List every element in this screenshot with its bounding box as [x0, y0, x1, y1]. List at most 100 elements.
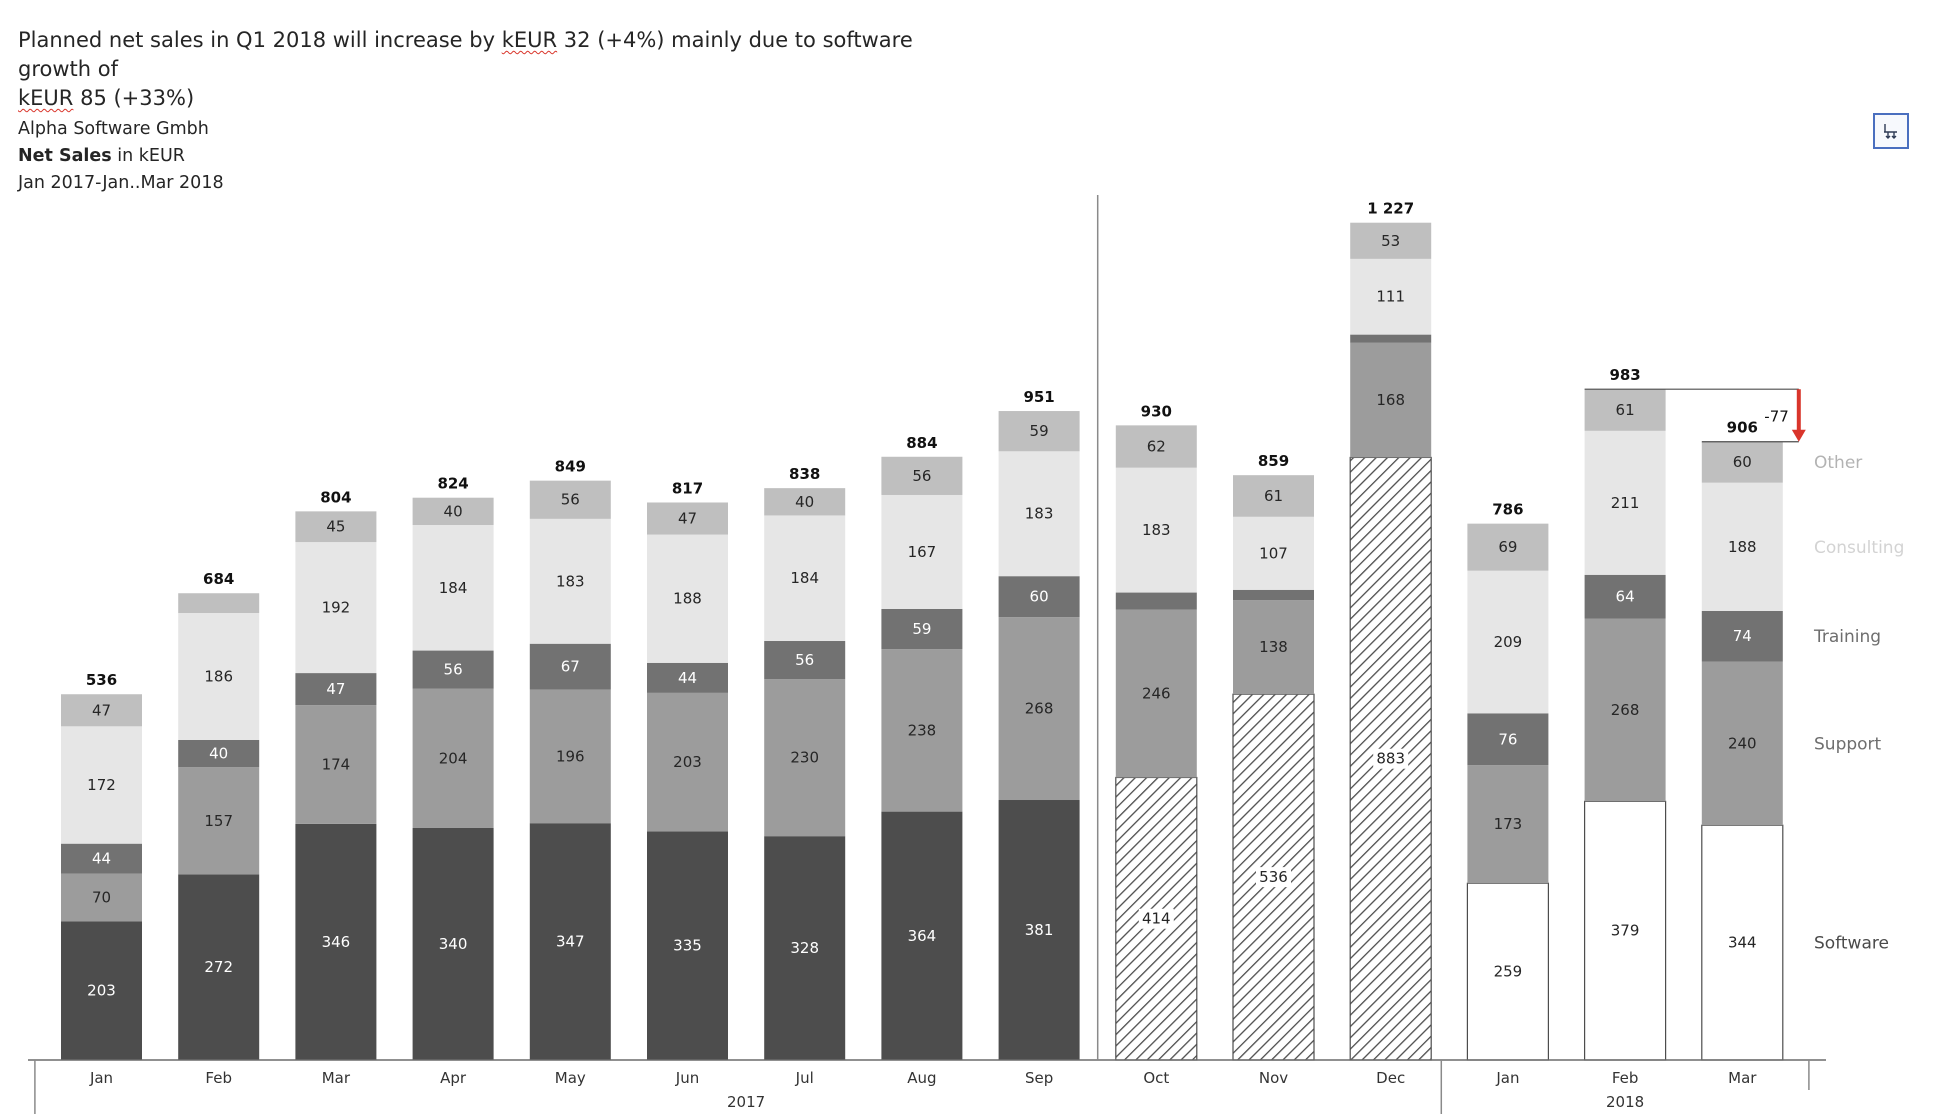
- value-label-consulting-14: 188: [1728, 538, 1757, 556]
- total-label-1: 684: [203, 570, 234, 588]
- bar-consulting-11: [1350, 258, 1432, 335]
- company-name: Alpha Software Gmbh: [18, 119, 209, 139]
- value-label-software-14: 344: [1728, 934, 1757, 952]
- value-label-software-9: 414: [1142, 910, 1171, 928]
- bar-software-14: [1701, 824, 1784, 1061]
- bar-consulting-0: [61, 726, 142, 844]
- drill-down-button[interactable]: [1873, 113, 1909, 149]
- bar-other-6: [764, 488, 846, 516]
- measure-name: Net Sales: [18, 146, 112, 166]
- value-label-training-13: 64: [1616, 588, 1635, 606]
- value-label-software-0: 203: [87, 982, 116, 1000]
- value-label-consulting-6: 184: [790, 569, 819, 587]
- bar-consulting-2: [295, 542, 377, 674]
- value-label-other-14: 60: [1733, 453, 1752, 471]
- total-label-5: 817: [672, 479, 703, 497]
- value-label-training-3: 56: [444, 661, 463, 679]
- bar-training-8: [998, 576, 1080, 618]
- value-label-support-10: 138: [1259, 638, 1288, 656]
- value-label-support-14: 240: [1728, 734, 1757, 752]
- value-label-support-11: 168: [1376, 391, 1405, 409]
- bar-support-0: [61, 873, 142, 922]
- bar-training-4: [529, 643, 611, 690]
- bar-software-0: [61, 921, 142, 1060]
- value-label-support-6: 230: [790, 749, 819, 767]
- year-label-0: 2017: [727, 1093, 765, 1111]
- bar-training-14: [1701, 610, 1783, 662]
- bar-other-5: [647, 502, 728, 535]
- bar-software-6: [764, 836, 846, 1060]
- headline-part1: Planned net sales in Q1 2018 will increa…: [18, 28, 502, 52]
- value-label-training-4: 67: [561, 658, 580, 676]
- headline-part2: 32 (+4%) mainly due to software growth o…: [18, 28, 913, 81]
- value-label-consulting-1: 186: [204, 667, 233, 685]
- x-tick-label-11: Dec: [1376, 1069, 1405, 1087]
- value-label-training-5: 44: [678, 669, 697, 687]
- bar-software-12: [1466, 882, 1550, 1061]
- value-label-training-12: 76: [1498, 730, 1517, 748]
- value-label-other-13: 61: [1616, 401, 1635, 419]
- value-label-software-10: 536: [1259, 868, 1288, 886]
- year-label-1: 2018: [1606, 1093, 1644, 1111]
- bar-software-4: [529, 823, 611, 1060]
- bar-support-12: [1467, 765, 1549, 884]
- bar-other-14: [1701, 441, 1783, 483]
- total-label-2: 804: [320, 488, 351, 506]
- forecast-label-bg-9: [1138, 908, 1174, 929]
- measure-unit: in kEUR: [111, 146, 185, 166]
- measure-line: Net Sales in kEUR: [18, 143, 224, 170]
- bar-consulting-8: [998, 451, 1080, 577]
- value-label-support-13: 268: [1611, 701, 1640, 719]
- x-tick-label-5: Jun: [675, 1069, 699, 1087]
- value-label-software-8: 381: [1025, 921, 1054, 939]
- drill-down-icon: [1884, 124, 1897, 139]
- bar-training-7: [881, 608, 963, 650]
- value-label-software-7: 364: [908, 927, 937, 945]
- bar-consulting-13: [1584, 430, 1666, 575]
- x-tick-label-2: Mar: [322, 1069, 351, 1087]
- bar-training-10: [1233, 589, 1314, 601]
- bar-support-4: [529, 689, 611, 824]
- bar-software-2: [295, 823, 377, 1060]
- forecast-label-bg-11: [1373, 748, 1409, 769]
- value-label-consulting-0: 172: [87, 776, 116, 794]
- value-label-training-2: 47: [326, 680, 345, 698]
- value-label-other-12: 69: [1498, 538, 1517, 556]
- plot-area: 203 70 44 172 47 536 272 157 40 186 684 346 174 47 192…: [28, 195, 1904, 1114]
- x-tick-label-13: Feb: [1612, 1069, 1639, 1087]
- value-label-software-13: 379: [1611, 922, 1640, 940]
- value-label-other-4: 56: [561, 491, 580, 509]
- bar-training-3: [412, 650, 494, 689]
- bar-software-1: [178, 874, 260, 1060]
- value-label-support-2: 174: [322, 756, 351, 774]
- value-label-training-6: 56: [795, 651, 814, 669]
- bar-consulting-14: [1701, 482, 1783, 611]
- total-label-10: 859: [1258, 452, 1289, 470]
- x-tick-label-9: Oct: [1143, 1069, 1169, 1087]
- value-label-software-6: 328: [790, 939, 819, 957]
- value-label-support-5: 203: [673, 753, 702, 771]
- bar-consulting-4: [529, 518, 611, 644]
- value-label-support-0: 70: [92, 889, 111, 907]
- forecast-label-bg-10: [1256, 867, 1291, 888]
- x-tick-label-0: Jan: [89, 1069, 113, 1087]
- value-label-consulting-13: 211: [1611, 494, 1640, 512]
- value-label-other-5: 47: [678, 510, 697, 528]
- bar-support-1: [178, 767, 260, 875]
- x-tick-label-10: Nov: [1259, 1069, 1288, 1087]
- total-label-12: 786: [1492, 501, 1523, 519]
- total-label-11: 1 227: [1367, 200, 1414, 218]
- bar-support-7: [881, 649, 963, 812]
- bar-consulting-7: [881, 494, 963, 609]
- bar-other-3: [412, 497, 494, 525]
- bar-support-6: [764, 679, 846, 837]
- bar-training-2: [295, 673, 377, 706]
- bar-support-11: [1350, 342, 1432, 458]
- legend-other: Other: [1814, 453, 1862, 473]
- bar-software-5: [647, 831, 728, 1060]
- x-tick-label-7: Aug: [907, 1069, 936, 1087]
- bar-other-4: [529, 480, 611, 519]
- bar-other-8: [998, 411, 1080, 452]
- bar-other-7: [881, 456, 963, 495]
- bar-training-0: [61, 843, 142, 874]
